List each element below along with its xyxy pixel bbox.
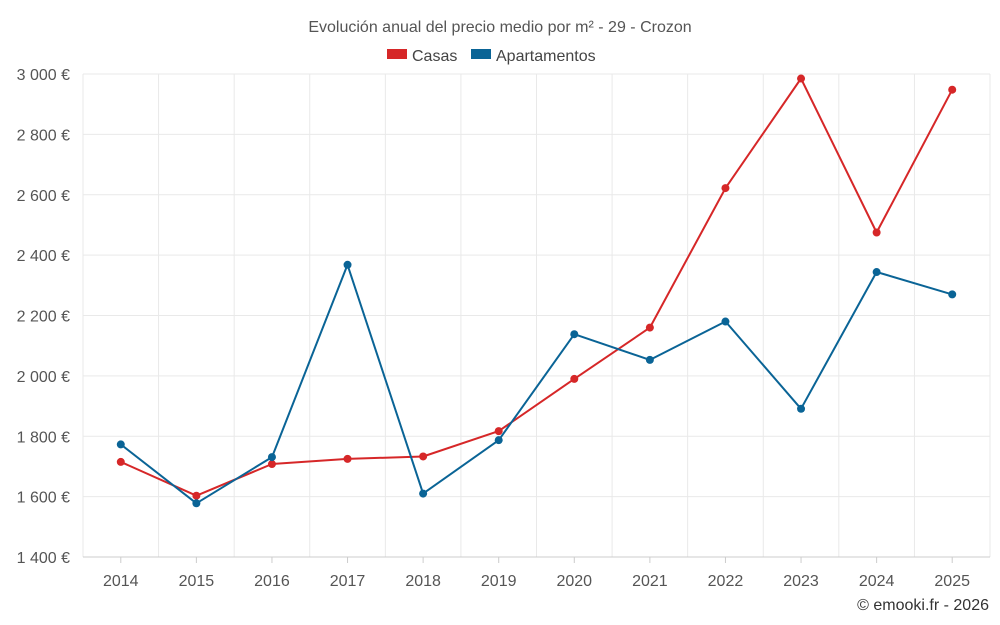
legend: Casas Apartamentos (387, 48, 596, 65)
x-axis-ticks: 2014 2015 2016 2017 2018 2019 2020 2021 2022 2023… (103, 557, 970, 590)
x-tick-label: 2017 (330, 573, 366, 590)
x-tick-label: 2016 (254, 573, 290, 590)
data-point-casas[interactable] (948, 85, 957, 94)
x-tick-label: 2021 (632, 573, 668, 590)
legend-label-apartamentos: Apartamentos (496, 48, 596, 65)
y-tick-label: 2 400 € (17, 248, 70, 265)
legend-swatch-casas (387, 49, 407, 59)
data-point-casas[interactable] (721, 184, 730, 193)
y-tick-label: 2 800 € (17, 127, 70, 144)
series-line-apartamentos (120, 263, 953, 505)
y-axis-ticks: 1 400 € 1 600 € 1 800 € 2 000 € 2 200 € 2 400… (17, 67, 70, 567)
series-apartamentos (116, 260, 957, 508)
data-point-apartamentos[interactable] (192, 499, 201, 508)
data-point-casas[interactable] (419, 452, 428, 461)
y-tick-label: 2 000 € (17, 369, 70, 386)
y-tick-label: 1 400 € (17, 550, 70, 567)
x-tick-label: 2019 (481, 573, 517, 590)
data-point-casas[interactable] (267, 460, 276, 469)
data-point-casas[interactable] (343, 454, 352, 463)
data-point-apartamentos[interactable] (872, 268, 881, 277)
data-point-casas[interactable] (570, 374, 579, 383)
series-line-casas (120, 77, 954, 497)
data-point-casas[interactable] (494, 427, 503, 436)
data-point-apartamentos[interactable] (721, 317, 730, 326)
data-point-apartamentos[interactable] (494, 436, 503, 445)
data-point-apartamentos[interactable] (570, 330, 579, 339)
data-point-casas[interactable] (192, 491, 201, 500)
data-point-apartamentos[interactable] (797, 404, 806, 413)
series-casas (116, 74, 957, 500)
y-tick-label: 1 600 € (17, 490, 70, 507)
credit-text: © emooki.fr - 2026 (857, 597, 989, 614)
y-tick-label: 1 800 € (17, 429, 70, 446)
x-tick-label: 2015 (179, 573, 215, 590)
x-tick-label: 2024 (859, 573, 895, 590)
data-point-apartamentos[interactable] (343, 260, 352, 269)
data-point-apartamentos[interactable] (419, 489, 428, 498)
data-point-apartamentos[interactable] (116, 440, 125, 449)
data-point-casas[interactable] (645, 323, 654, 332)
legend-swatch-apartamentos (471, 49, 491, 59)
legend-label-casas: Casas (412, 48, 457, 65)
data-point-apartamentos[interactable] (948, 290, 957, 299)
chart-title: Evolución anual del precio medio por m² … (308, 19, 691, 36)
x-tick-label: 2020 (556, 573, 592, 590)
x-tick-label: 2022 (708, 573, 744, 590)
series (116, 74, 957, 508)
data-point-casas[interactable] (872, 228, 881, 237)
x-tick-label: 2014 (103, 573, 139, 590)
y-tick-label: 2 600 € (17, 188, 70, 205)
grid (82, 73, 991, 558)
y-tick-label: 3 000 € (17, 67, 70, 84)
data-point-casas[interactable] (797, 74, 806, 83)
x-tick-label: 2025 (934, 573, 970, 590)
data-point-apartamentos[interactable] (645, 355, 654, 364)
y-tick-label: 2 200 € (17, 309, 70, 326)
x-tick-label: 2018 (405, 573, 441, 590)
data-point-apartamentos[interactable] (267, 453, 276, 462)
data-point-casas[interactable] (116, 457, 125, 466)
x-tick-label: 2023 (783, 573, 819, 590)
